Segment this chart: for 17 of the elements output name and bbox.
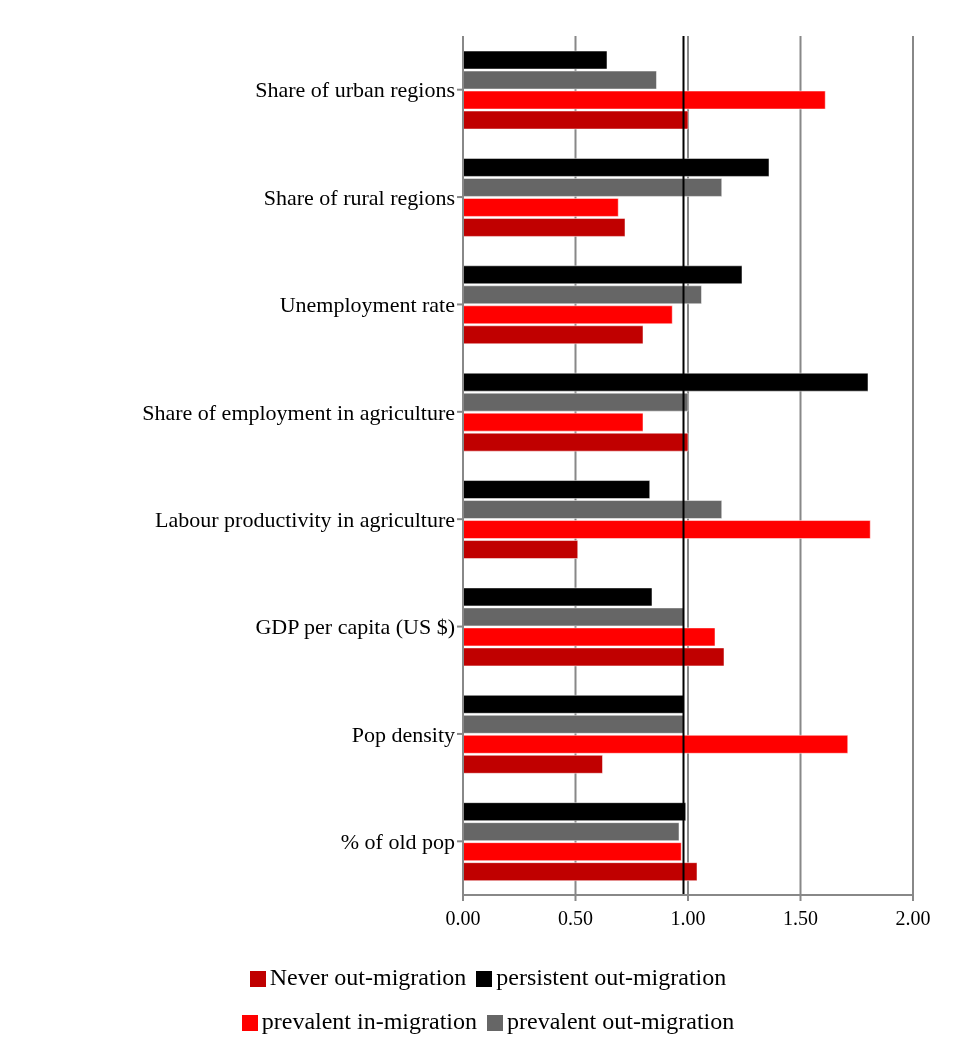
legend-label: Never out-migration [269,964,467,990]
x-tick-label: 0.50 [558,907,593,930]
y-tick-label: Share of employment in agriculture [142,399,455,425]
legend-label: prevalent out-migration [507,1008,735,1034]
y-tick-label: Share of rural regions [263,184,455,210]
y-tick-label: GDP per capita (US $) [255,614,455,640]
legend-label: prevalent in-migration [261,1008,477,1034]
y-tick-label: Unemployment rate [279,292,455,318]
x-tick-label: 0.00 [445,907,481,930]
y-tick-label: Labour productivity in agriculture [155,507,455,532]
y-tick-label: Pop density [351,721,455,747]
x-tick-label: 1.00 [670,907,706,930]
y-tick-label: Share of urban regions [255,77,455,103]
x-tick-label: 2.00 [895,907,931,930]
legend-label: persistent out-migration [496,964,727,990]
y-tick-label: % of old pop [340,829,455,855]
x-tick-label: 1.50 [783,907,818,930]
